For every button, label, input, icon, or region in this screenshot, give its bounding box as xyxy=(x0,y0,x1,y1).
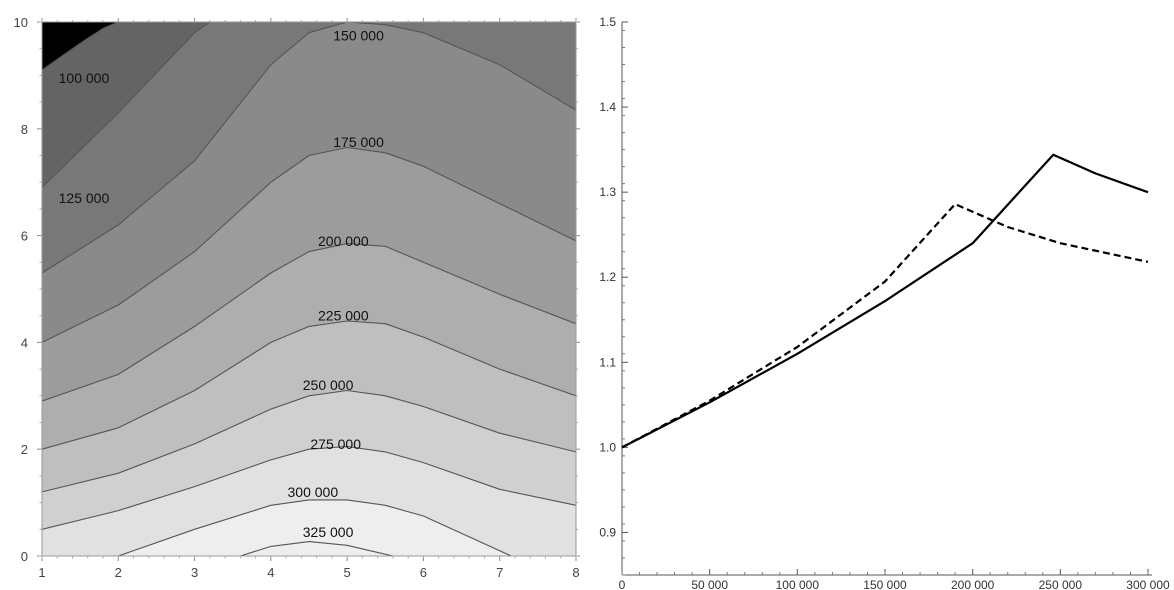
contour-label: 125 000 xyxy=(59,190,110,206)
y-tick-label: 1.2 xyxy=(599,270,616,284)
y-tick-label: 2 xyxy=(21,442,28,457)
x-tick-label: 200 000 xyxy=(951,578,995,590)
x-tick-label: 100 000 xyxy=(776,578,820,590)
x-tick-label: 300 000 xyxy=(1126,578,1170,590)
y-tick-label: 1.4 xyxy=(599,100,616,114)
y-tick-label: 6 xyxy=(21,229,28,244)
x-tick-label: 150 000 xyxy=(863,578,907,590)
y-tick-label: 1.0 xyxy=(599,440,616,454)
y-tick-label: 0 xyxy=(21,549,28,564)
y-tick-label: 1.5 xyxy=(599,15,616,29)
y-tick-label: 0.9 xyxy=(599,525,616,539)
x-tick-label: 8 xyxy=(572,565,579,580)
series-line-dashed xyxy=(622,204,1148,447)
x-tick-label: 7 xyxy=(496,565,503,580)
y-tick-label: 10 xyxy=(14,15,28,30)
line-chart: 0 50 000 100 000 150 000 200 000 250 000 300 0… xyxy=(599,15,1170,590)
contour-label: 275 000 xyxy=(310,436,361,452)
contour-label: 250 000 xyxy=(303,377,354,393)
x-tick-label: 50 000 xyxy=(691,578,728,590)
contour-label: 325 000 xyxy=(303,524,354,540)
x-tick-label: 6 xyxy=(420,565,427,580)
contour-label: 200 000 xyxy=(318,233,369,249)
contour-label: 300 000 xyxy=(288,484,339,500)
x-tick-label: 2 xyxy=(115,565,122,580)
contour-label: 225 000 xyxy=(318,308,369,324)
x-tick-label: 4 xyxy=(267,565,274,580)
x-tick-label: 3 xyxy=(191,565,198,580)
y-tick-label: 1.3 xyxy=(599,185,616,199)
x-tick-label: 5 xyxy=(344,565,351,580)
y-tick-label: 1.1 xyxy=(599,355,616,369)
contour-label: 175 000 xyxy=(333,134,384,150)
contour-label: 100 000 xyxy=(59,70,110,86)
x-tick-label: 0 xyxy=(619,578,626,590)
contour-fill-area xyxy=(40,20,578,556)
contour-label: 150 000 xyxy=(333,27,384,43)
x-tick-label: 250 000 xyxy=(1039,578,1083,590)
y-tick-label: 4 xyxy=(21,335,28,350)
series-line-solid xyxy=(622,155,1148,448)
x-tick-label: 1 xyxy=(38,565,45,580)
y-tick-label: 8 xyxy=(21,122,28,137)
